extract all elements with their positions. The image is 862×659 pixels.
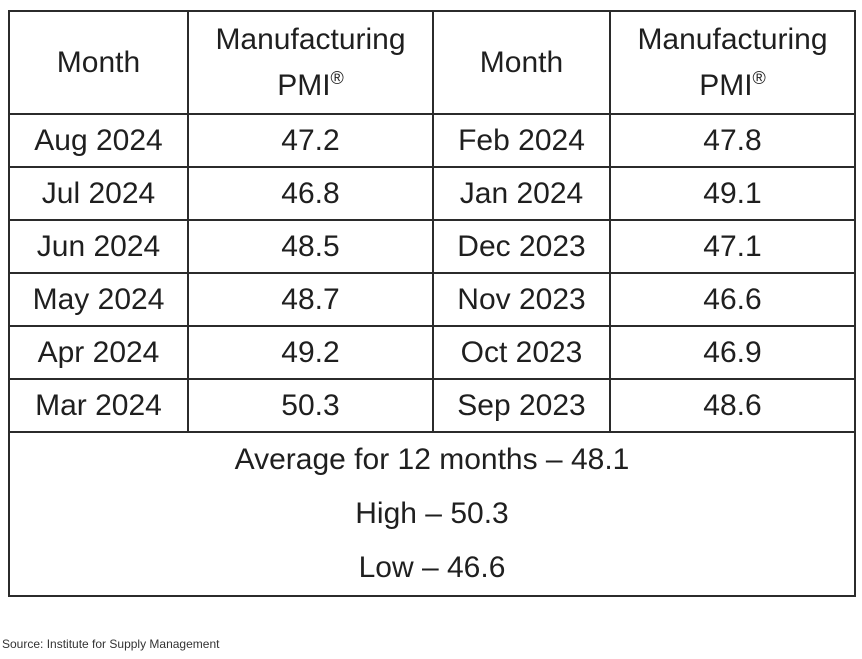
right-month-cell: Sep 2023 [432, 378, 611, 433]
summary-row: Average for 12 months – 48.1 High – 50.3… [8, 431, 856, 597]
header-month-right: Month [432, 10, 611, 115]
right-month-cell: Dec 2023 [432, 219, 611, 274]
left-month-cell: Mar 2024 [8, 378, 189, 433]
right-month-cell: Oct 2023 [432, 325, 611, 380]
left-month-cell: Aug 2024 [8, 113, 189, 168]
header-pmi-left: Manufacturing PMI® [187, 10, 434, 115]
right-month-cell: Nov 2023 [432, 272, 611, 327]
left-month-cell: Apr 2024 [8, 325, 189, 380]
left-pmi-cell: 48.5 [187, 219, 434, 274]
right-month-cell: Feb 2024 [432, 113, 611, 168]
source-note: Source: Institute for Supply Management [2, 637, 220, 651]
left-month-cell: May 2024 [8, 272, 189, 327]
right-month-cell: Jan 2024 [432, 166, 611, 221]
summary-cell: Average for 12 months – 48.1 High – 50.3… [8, 431, 856, 597]
registered-mark-right: ® [752, 67, 766, 88]
right-pmi-cell: 48.6 [609, 378, 856, 433]
pmi-table: Month Manufacturing PMI® Month Manufactu… [8, 10, 856, 597]
table-row: Jun 2024 48.5 Dec 2023 47.1 [8, 219, 856, 274]
header-pmi-right-line1: Manufacturing [637, 22, 828, 56]
table-row: Aug 2024 47.2 Feb 2024 47.8 [8, 113, 856, 168]
left-month-cell: Jun 2024 [8, 219, 189, 274]
right-pmi-cell: 49.1 [609, 166, 856, 221]
left-month-cell: Jul 2024 [8, 166, 189, 221]
header-pmi-left-text: PMI [277, 68, 331, 102]
left-pmi-cell: 49.2 [187, 325, 434, 380]
pmi-table-container: Month Manufacturing PMI® Month Manufactu… [8, 10, 856, 597]
summary-average: Average for 12 months – 48.1 [234, 443, 630, 476]
table-row: Mar 2024 50.3 Sep 2023 48.6 [8, 378, 856, 433]
registered-mark-left: ® [330, 67, 344, 88]
header-month-left: Month [8, 10, 189, 115]
left-pmi-cell: 50.3 [187, 378, 434, 433]
table-row: Apr 2024 49.2 Oct 2023 46.9 [8, 325, 856, 380]
table-header-row: Month Manufacturing PMI® Month Manufactu… [8, 10, 856, 115]
header-pmi-right-text: PMI [699, 68, 753, 102]
summary-low: Low – 46.6 [358, 551, 506, 584]
right-pmi-cell: 46.6 [609, 272, 856, 327]
table-row: May 2024 48.7 Nov 2023 46.6 [8, 272, 856, 327]
summary-high: High – 50.3 [355, 497, 509, 530]
right-pmi-cell: 46.9 [609, 325, 856, 380]
header-pmi-left-line2: PMI® [189, 63, 432, 109]
table-row: Jul 2024 46.8 Jan 2024 49.1 [8, 166, 856, 221]
left-pmi-cell: 48.7 [187, 272, 434, 327]
left-pmi-cell: 46.8 [187, 166, 434, 221]
left-pmi-cell: 47.2 [187, 113, 434, 168]
header-pmi-right: Manufacturing PMI® [609, 10, 856, 115]
right-pmi-cell: 47.8 [609, 113, 856, 168]
header-pmi-right-line2: PMI® [611, 63, 854, 109]
right-pmi-cell: 47.1 [609, 219, 856, 274]
header-pmi-left-line1: Manufacturing [215, 22, 406, 56]
